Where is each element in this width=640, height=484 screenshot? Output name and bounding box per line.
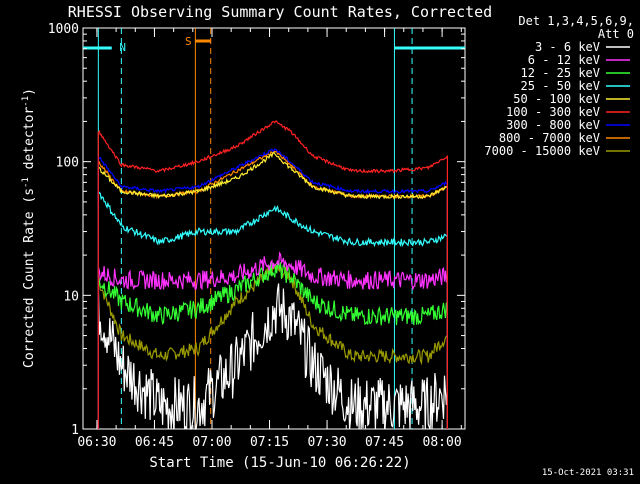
series-layer — [97, 120, 448, 430]
x-tick-label: 08:00 — [423, 435, 462, 450]
x-tick-label: 07:00 — [192, 435, 231, 450]
chart-title: RHESSI Observing Summary Count Rates, Co… — [68, 3, 492, 21]
y-axis: 1 10 100 1000 — [48, 22, 465, 438]
y-tick-label: 1000 — [48, 22, 79, 37]
legend-label: 50 - 100 keV — [513, 92, 600, 106]
series-line-3 — [97, 191, 448, 429]
legend-label: 12 - 25 keV — [521, 66, 600, 80]
y-axis-label-mid: detector — [22, 107, 37, 178]
series-line-4 — [97, 151, 448, 429]
plot-area — [82, 27, 466, 430]
y-axis-label-sup1: -1 — [21, 177, 31, 188]
y-axis-label-main: Corrected Count Rate (s — [22, 188, 37, 368]
y-axis-label: Corrected Count Rate (s-1 detector-1) — [21, 88, 37, 368]
legend-label: 100 - 300 keV — [506, 105, 600, 119]
legend-header-2: Att 0 — [598, 27, 634, 41]
series-line-1 — [97, 251, 448, 429]
x-axis: 06:30 06:45 07:00 07:15 07:30 07:45 08:00 — [77, 28, 462, 450]
x-tick-label: 07:15 — [250, 435, 289, 450]
x-tick-label: 06:30 — [77, 435, 116, 450]
y-tick-label: 1 — [71, 423, 79, 438]
legend-label: 7000 - 15000 keV — [484, 144, 600, 158]
night-marker-label: N — [119, 41, 126, 54]
x-axis-label: Start Time (15-Jun-10 06:26:22) — [149, 455, 410, 471]
legend-label: 6 - 12 keV — [528, 53, 600, 67]
series-line-0 — [97, 282, 448, 430]
saa-marker-label: S — [185, 35, 192, 48]
y-axis-label-sup2: -1 — [21, 96, 31, 107]
series-line-5 — [97, 120, 448, 429]
legend-header-1: Det 1,3,4,5,6,9, — [518, 14, 634, 28]
legend-label: 800 - 7000 keV — [499, 131, 600, 145]
series-line-2 — [97, 261, 448, 429]
y-tick-label: 10 — [63, 289, 79, 304]
legend-label: 3 - 6 keV — [535, 40, 600, 54]
y-axis-label-end: ) — [22, 88, 37, 96]
legend-label: 25 - 50 keV — [521, 79, 600, 93]
x-tick-label: 07:45 — [365, 435, 404, 450]
legend-label: 300 - 800 keV — [506, 118, 600, 132]
x-tick-label: 07:30 — [307, 435, 346, 450]
series-line-6 — [97, 147, 448, 429]
x-tick-label: 06:45 — [135, 435, 174, 450]
series-line-8 — [97, 263, 448, 429]
timestamp: 15-Oct-2021 03:31 — [542, 468, 634, 478]
plot-border — [82, 27, 466, 430]
y-tick-label: 100 — [56, 156, 79, 171]
